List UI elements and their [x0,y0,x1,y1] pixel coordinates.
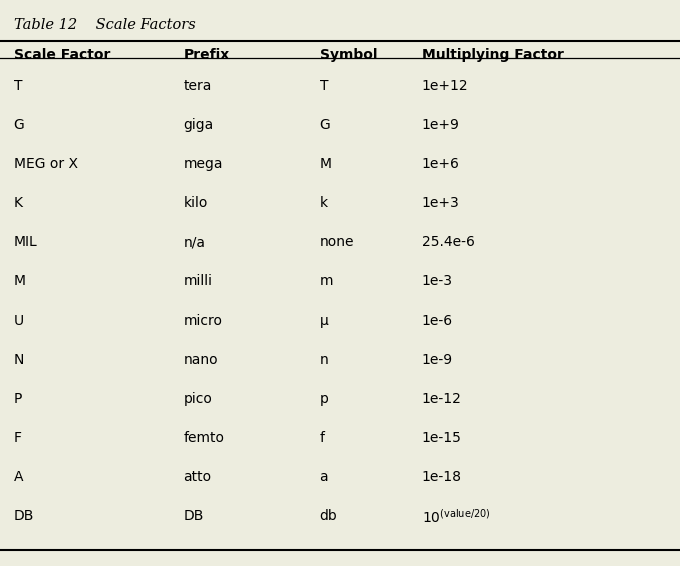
Text: 1e-6: 1e-6 [422,314,453,328]
Text: atto: atto [184,470,211,484]
Text: Symbol: Symbol [320,48,377,62]
Text: 1e+3: 1e+3 [422,196,460,210]
Text: U: U [14,314,24,328]
Text: N: N [14,353,24,367]
Text: DB: DB [14,509,34,523]
Text: DB: DB [184,509,204,523]
Text: M: M [320,157,332,171]
Text: n: n [320,353,328,367]
Text: Multiplying Factor: Multiplying Factor [422,48,564,62]
Text: Scale Factor: Scale Factor [14,48,110,62]
Text: femto: femto [184,431,224,445]
Text: M: M [14,275,26,288]
Text: Prefix: Prefix [184,48,230,62]
Text: Table 12    Scale Factors: Table 12 Scale Factors [14,18,195,32]
Text: f: f [320,431,324,445]
Text: 1e-15: 1e-15 [422,431,462,445]
Text: none: none [320,235,354,249]
Text: nano: nano [184,353,218,367]
Text: $10^{\mathregular{(value/20)}}$: $10^{\mathregular{(value/20)}}$ [422,507,490,525]
Text: P: P [14,392,22,406]
Text: giga: giga [184,118,214,132]
Text: 1e-18: 1e-18 [422,470,462,484]
Text: tera: tera [184,79,212,93]
Text: T: T [320,79,328,93]
Text: MEG or X: MEG or X [14,157,78,171]
Text: μ: μ [320,314,328,328]
Text: m: m [320,275,333,288]
Text: a: a [320,470,328,484]
Text: milli: milli [184,275,213,288]
Text: 1e-9: 1e-9 [422,353,453,367]
Text: micro: micro [184,314,222,328]
Text: 1e+9: 1e+9 [422,118,460,132]
Text: p: p [320,392,328,406]
Text: 25.4e-6: 25.4e-6 [422,235,475,249]
Text: kilo: kilo [184,196,208,210]
Text: k: k [320,196,328,210]
Text: T: T [14,79,22,93]
Text: 1e-3: 1e-3 [422,275,453,288]
Text: pico: pico [184,392,212,406]
Text: G: G [320,118,330,132]
Text: G: G [14,118,24,132]
Text: n/a: n/a [184,235,205,249]
Text: F: F [14,431,22,445]
Text: MIL: MIL [14,235,37,249]
Text: A: A [14,470,23,484]
Text: mega: mega [184,157,223,171]
Text: K: K [14,196,22,210]
Text: 1e+12: 1e+12 [422,79,469,93]
Text: db: db [320,509,337,523]
Text: 1e-12: 1e-12 [422,392,462,406]
Text: 1e+6: 1e+6 [422,157,460,171]
